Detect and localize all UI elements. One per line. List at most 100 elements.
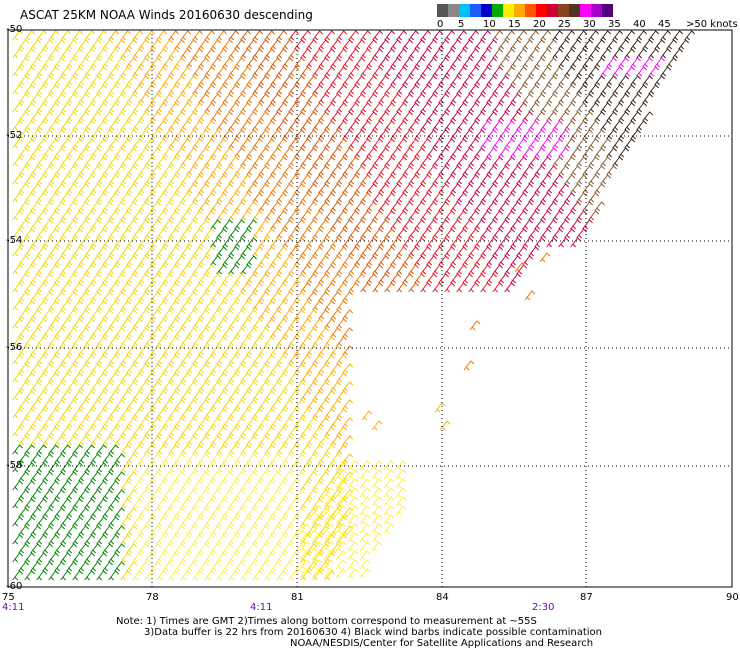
wind-barb xyxy=(204,282,216,293)
wind-barb xyxy=(204,534,216,545)
wind-barb xyxy=(240,282,252,293)
wind-barb xyxy=(42,273,54,284)
wind-barb xyxy=(156,498,168,509)
wind-barb xyxy=(390,39,402,50)
wind-barb xyxy=(96,498,108,509)
wind-barb xyxy=(462,183,474,194)
wind-barb xyxy=(54,381,66,392)
wind-barb xyxy=(234,327,246,338)
wind-barb xyxy=(156,228,168,239)
wind-barb xyxy=(132,534,144,545)
wind-barb xyxy=(216,444,228,455)
wind-barb xyxy=(18,471,30,482)
wind-barb xyxy=(234,147,246,158)
wind-barb xyxy=(162,363,174,374)
wind-barb xyxy=(180,462,192,473)
wind-barb xyxy=(168,138,180,149)
wind-barb xyxy=(594,39,606,50)
wind-barb xyxy=(126,381,138,392)
wind-barb xyxy=(359,550,371,561)
wind-barb xyxy=(12,534,24,545)
wind-barb xyxy=(156,552,168,563)
wind-barb xyxy=(383,505,395,516)
wind-barb xyxy=(276,66,288,77)
wind-barb xyxy=(138,399,150,410)
wind-barb xyxy=(594,201,606,212)
wind-barb xyxy=(252,210,264,221)
wind-barb xyxy=(258,255,270,266)
wind-barb xyxy=(648,84,660,95)
wind-barb xyxy=(126,363,138,374)
wind-barb xyxy=(108,372,120,383)
wind-barb xyxy=(30,471,42,482)
wind-barb xyxy=(234,219,246,230)
wind-barb xyxy=(348,66,360,77)
wind-barb xyxy=(294,147,306,158)
wind-barb xyxy=(336,498,348,509)
wind-barb xyxy=(276,192,288,203)
wind-barb xyxy=(114,219,126,230)
wind-barb xyxy=(480,120,492,131)
wind-barb xyxy=(324,300,336,311)
wind-barb xyxy=(288,570,300,581)
wind-barb xyxy=(180,498,192,509)
wind-barb xyxy=(258,201,270,212)
wind-barb xyxy=(168,318,180,329)
wind-barb xyxy=(468,264,480,275)
wind-barb xyxy=(48,174,60,185)
wind-barb xyxy=(222,453,234,464)
wind-barb xyxy=(234,363,246,374)
wind-barb xyxy=(198,219,210,230)
wind-barb xyxy=(264,174,276,185)
wind-barb xyxy=(24,282,36,293)
wind-barb xyxy=(180,138,192,149)
wind-barb xyxy=(402,147,414,158)
wind-barb xyxy=(54,237,66,248)
wind-barb xyxy=(198,417,210,428)
wind-barb xyxy=(654,57,666,68)
wind-barb xyxy=(36,336,48,347)
wind-barb xyxy=(462,57,474,68)
wind-barb xyxy=(335,487,347,498)
wind-barb xyxy=(294,291,306,302)
wind-barb xyxy=(576,138,588,149)
wind-barb xyxy=(450,273,462,284)
wind-barb xyxy=(336,174,348,185)
wind-barb xyxy=(524,290,536,301)
wind-barb xyxy=(383,478,395,489)
wind-barb xyxy=(366,147,378,158)
wind-barb xyxy=(12,210,24,221)
wind-barb xyxy=(246,183,258,194)
wind-barb xyxy=(276,174,288,185)
wind-barb xyxy=(12,498,24,509)
wind-barb xyxy=(528,138,540,149)
wind-barb xyxy=(450,75,462,86)
wind-barb xyxy=(372,138,384,149)
wind-barb xyxy=(306,93,318,104)
wind-barb xyxy=(294,471,306,482)
wind-barb xyxy=(78,273,90,284)
wind-barb xyxy=(312,192,324,203)
wind-barb xyxy=(486,165,498,176)
wind-barb xyxy=(162,183,174,194)
wind-barb xyxy=(252,30,264,41)
wind-barb xyxy=(282,255,294,266)
wind-barb xyxy=(276,318,288,329)
wind-barb xyxy=(600,102,612,113)
wind-barb xyxy=(240,354,252,365)
wind-barb xyxy=(492,228,504,239)
latitude-label: -54 xyxy=(6,235,23,246)
wind-barb xyxy=(180,534,192,545)
wind-barb xyxy=(252,498,264,509)
wind-barb xyxy=(264,120,276,131)
wind-barb xyxy=(126,201,138,212)
wind-barb xyxy=(96,444,108,455)
wind-barb xyxy=(198,57,210,68)
wind-barb xyxy=(162,309,174,320)
wind-barb xyxy=(156,138,168,149)
wind-barb xyxy=(300,264,312,275)
wind-barb xyxy=(480,192,492,203)
wind-barb xyxy=(84,570,96,581)
wind-barb xyxy=(36,246,48,257)
wind-barb xyxy=(72,30,84,41)
